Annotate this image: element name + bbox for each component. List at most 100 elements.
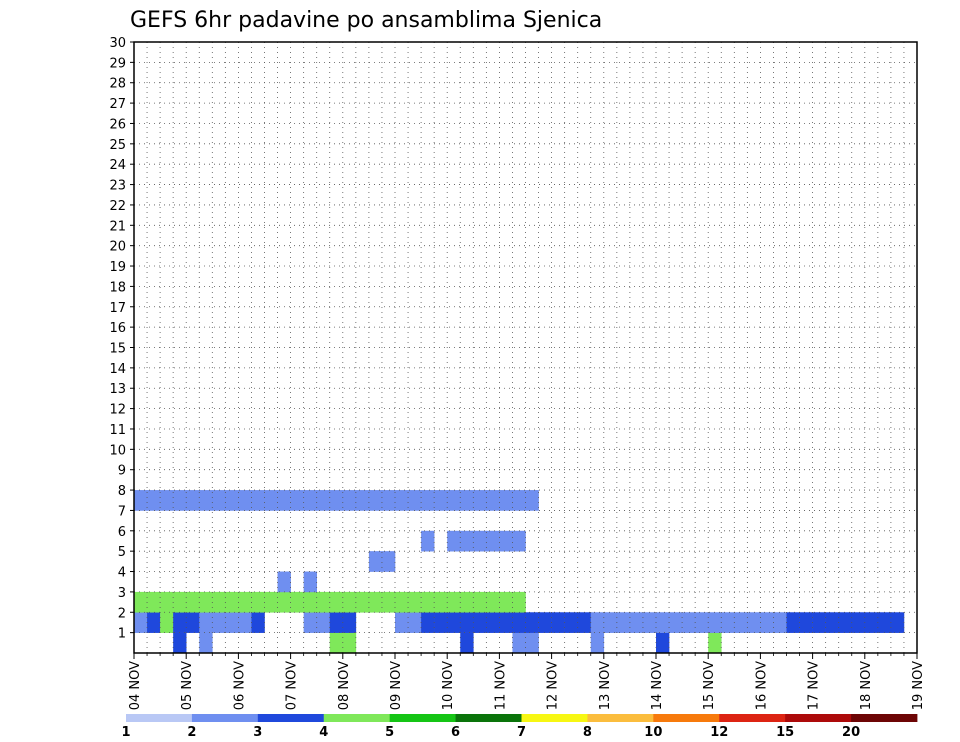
x-tick-label: 19 NOV (911, 661, 926, 710)
heatmap-cell (316, 591, 331, 613)
heatmap-cell (512, 591, 526, 613)
heatmap-cell (303, 490, 317, 511)
colorbar-swatch (785, 714, 852, 722)
heatmap-cell (669, 612, 683, 633)
heatmap-cell (603, 612, 618, 633)
heatmap-cell (381, 551, 396, 572)
heatmap-cell (303, 591, 317, 613)
heatmap-cell (421, 612, 435, 633)
heatmap-cell (395, 612, 409, 633)
heatmap-cell (812, 612, 826, 633)
heatmap-cell (329, 591, 344, 613)
heatmap-cell (251, 612, 265, 633)
heatmap-cell (421, 490, 435, 511)
heatmap-cell (264, 591, 278, 613)
heatmap-cell (342, 490, 357, 511)
heatmap-cell (134, 612, 148, 633)
x-tick-label: 18 NOV (859, 661, 874, 710)
heatmap-cell (734, 612, 748, 633)
heatmap-cell (590, 632, 605, 654)
colorbar-label: 8 (583, 725, 592, 740)
y-tick-label: 9 (118, 464, 126, 479)
heatmap-cell (864, 612, 879, 633)
colorbar-label: 1 (121, 725, 130, 740)
heatmap-cell (525, 612, 539, 633)
heatmap-cell (251, 490, 265, 511)
heatmap-cell (695, 612, 709, 633)
dotted-grid (134, 42, 917, 653)
heatmap-cell (355, 490, 370, 511)
heatmap-cell (486, 490, 500, 511)
heatmap-cell (238, 612, 252, 633)
heatmap-cell (499, 530, 513, 552)
y-tick-label: 29 (109, 56, 126, 71)
heatmap-cell (173, 632, 187, 654)
heatmap-cell (173, 591, 187, 613)
heatmap-cell (199, 490, 213, 511)
heatmap-cell (160, 612, 174, 633)
heatmap-cell (238, 591, 252, 613)
heatmap-cell (525, 490, 539, 511)
heatmap-cell (708, 612, 722, 633)
heatmap-cell (225, 591, 239, 613)
heatmap-cell (316, 490, 331, 511)
heatmap-cell (629, 612, 644, 633)
colorbar-label: 20 (842, 725, 860, 740)
heatmap-cell (460, 612, 474, 633)
heatmap-cell (342, 632, 357, 654)
heatmap-cell (473, 490, 487, 511)
colorbar-label: 2 (187, 725, 196, 740)
heatmap-cell (160, 490, 174, 511)
heatmap-cell (447, 490, 461, 511)
heatmap-cell (342, 612, 357, 633)
colorbar-swatch (851, 714, 918, 722)
colorbar-label: 4 (319, 725, 328, 740)
y-tick-label: 28 (109, 77, 126, 92)
colorbar-swatch (257, 714, 325, 722)
heatmap-cell (421, 591, 435, 613)
heatmap-cell (316, 612, 331, 633)
heatmap-cell (799, 612, 813, 633)
y-tick-label: 10 (109, 443, 126, 458)
y-tick-label: 30 (109, 36, 126, 51)
heatmap-cell (408, 591, 422, 613)
heatmap-cell (786, 612, 800, 633)
heatmap-cell (173, 490, 187, 511)
heatmap-cell (408, 490, 422, 511)
heatmap-cell (368, 591, 383, 613)
heatmap-cell (564, 612, 578, 633)
colorbar-swatch (587, 714, 654, 722)
y-tick-label: 2 (118, 606, 126, 621)
y-tick-label: 21 (109, 219, 126, 234)
y-tick-label: 3 (118, 586, 126, 601)
x-tick-label: 11 NOV (493, 661, 508, 710)
y-tick-label: 13 (109, 382, 126, 397)
heatmap-cell (381, 591, 396, 613)
heatmap-cell (460, 530, 474, 552)
heatmap-cell (512, 490, 526, 511)
x-tick-label: 05 NOV (180, 661, 195, 710)
colorbar-swatch (455, 714, 522, 722)
heatmap-cell (277, 571, 291, 593)
heatmap-cell (773, 612, 787, 633)
heatmap-cell (329, 612, 344, 633)
heatmap-cell (434, 612, 448, 633)
heatmap-cell (851, 612, 866, 633)
heatmap-cell (512, 612, 526, 633)
heatmap-cell (551, 612, 565, 633)
heatmap-cell (721, 612, 735, 633)
heatmap-cell (656, 612, 670, 633)
y-tick-label: 6 (118, 525, 126, 540)
heatmap-cell (760, 612, 774, 633)
heatmap-cell (460, 632, 474, 654)
heatmap-cell (303, 571, 317, 593)
heatmap-cell (656, 632, 670, 654)
heatmap-cell (212, 591, 226, 613)
y-tick-label: 25 (109, 138, 126, 153)
heatmap-cell (460, 591, 474, 613)
heatmap-cell (199, 612, 213, 633)
heatmap-cell (473, 612, 487, 633)
heatmap-cell (473, 591, 487, 613)
y-tick-label: 27 (109, 97, 126, 112)
heatmap-cell (460, 490, 474, 511)
